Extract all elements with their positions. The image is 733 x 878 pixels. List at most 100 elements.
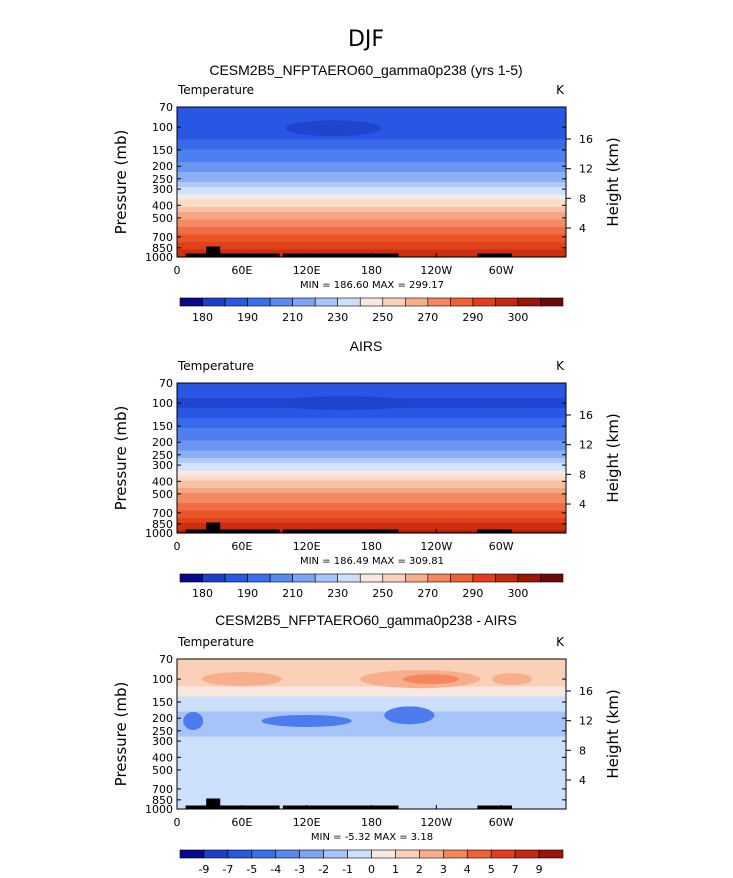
contour-band [177,109,566,113]
contour-band [177,490,566,494]
contour-band [177,132,566,136]
land-mask-tibet [206,246,221,257]
colorbar-tick-label: 2 [416,863,423,873]
tropopause-cold-core [274,396,415,411]
topography [185,246,512,257]
contour-band [177,214,566,218]
contour-band [177,212,566,216]
panel-title: CESM2B5_NFPTAERO60_gamma0p238 - AIRS [215,612,517,628]
colorbar-swatch [472,297,496,307]
y-tick-label: 850 [152,794,173,807]
x-tick-label: 60E [231,264,252,277]
contour-band [177,746,566,750]
contour-band [177,385,566,389]
contour-band [177,515,566,519]
contour-band [177,423,566,427]
height-tick-label: 4 [579,222,586,235]
colorbar-swatch [269,297,293,307]
contour-band [177,711,566,715]
colorbar-swatch [443,849,468,859]
contour-band [177,739,566,743]
colorbar-swatch [538,849,564,859]
contour-band [177,420,566,424]
contour-band [177,701,566,705]
contour-band [177,774,566,778]
colorbar-tick-label: 290 [462,587,483,600]
contour-band [177,734,566,738]
contour-band [177,179,566,183]
contour-band [177,508,566,512]
panel-1: CESM2B5_NFPTAERO60_gamma0p238 (yrs 1-5) T… [112,62,622,324]
colorbar-tick-label: -4 [270,863,281,873]
y-tick-label: 500 [152,488,173,501]
topography [185,798,512,809]
colorbar-tick-label: -2 [318,863,329,873]
y-tick-label: 250 [152,725,173,738]
height-tick-label: 8 [579,192,586,205]
land-mask [477,805,512,809]
contour-band [177,157,566,161]
contour-band [177,174,566,178]
contour-band [177,503,566,507]
x-tick-label: 60W [489,264,514,277]
colorbar-swatch [337,573,361,583]
contour-field [177,107,566,258]
contour-band [177,453,566,457]
contour-band [177,227,566,231]
contour-band [177,187,566,191]
colorbar-swatch [227,849,253,859]
colorbar-tick-label: -1 [342,863,353,873]
contour-band [177,164,566,168]
contour-band [177,182,566,186]
variable-label: Temperature [177,635,254,649]
x-tick-label: 0 [174,264,181,277]
colorbar-tick-label: -7 [222,863,233,873]
colorbar-swatch [179,849,205,859]
contour-band [177,659,566,663]
y-tick-label: 70 [159,101,173,114]
colorbar-swatch [466,849,492,859]
contour-field [177,383,566,534]
contour-band [177,751,566,755]
colorbar-swatch [540,297,564,307]
y-tick-label: 250 [152,449,173,462]
contour-band [177,455,566,459]
contour-band [177,505,566,509]
contour-band [177,189,566,193]
contour-band [177,445,566,449]
contour-band [177,669,566,673]
x-tick-label: 60E [231,540,252,553]
y2-axis-label: Height (km) [604,413,622,502]
contour-band [177,706,566,710]
x-tick-label: 180 [361,264,382,277]
colorbar-tick-label: 190 [237,587,258,600]
contour-band [177,162,566,166]
colorbar-swatch [495,297,519,307]
y-tick-label: 70 [159,377,173,390]
colorbar-tick-label: 3 [440,863,447,873]
contour-band [177,184,566,188]
x-tick-label: 180 [361,816,382,829]
contour-band [177,796,566,800]
contour-band [177,463,566,467]
colorbar-swatch [247,297,271,307]
y-tick-label: 850 [152,242,173,255]
colorbar-swatch [359,297,384,307]
colorbar-tick-label: 290 [462,311,483,324]
y-tick-label: 700 [152,783,173,796]
colorbar-tick-label: 210 [282,587,303,600]
contour-band [177,199,566,203]
colorbar-swatch [427,573,451,583]
x-tick-label: 60E [231,816,252,829]
y-tick-label: 700 [152,507,173,520]
colorbar-swatch [404,573,429,583]
contour-band [177,430,566,434]
y-tick-label: 1000 [145,527,173,540]
contour-band [177,791,566,795]
colorbar-tick-label: 7 [512,863,519,873]
contour-band [177,167,566,171]
y-tick-label: 700 [152,231,173,244]
contour-band [177,247,566,251]
height-tick-label: 16 [579,409,593,422]
contour-band [177,149,566,153]
